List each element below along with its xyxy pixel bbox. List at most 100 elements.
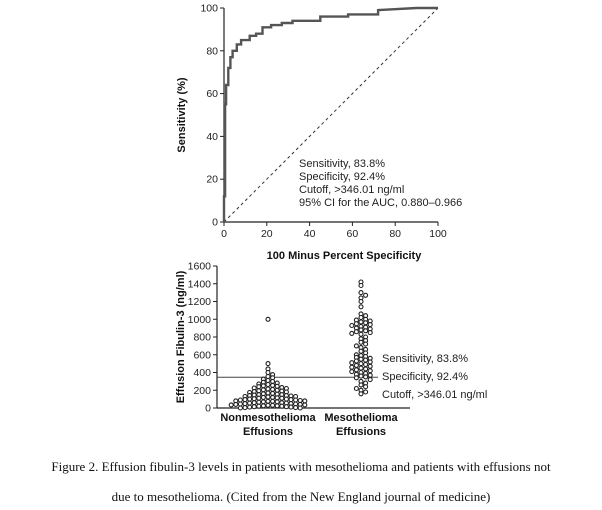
dot-y-tick-label: 1000	[188, 314, 212, 326]
roc-y-tick-label: 100	[200, 3, 218, 15]
dot-y-tick-label: 1200	[188, 296, 212, 308]
nonmesothelioma-point	[283, 396, 289, 402]
nonmesothelioma-point	[265, 316, 271, 322]
nonmesothelioma-point	[256, 384, 262, 390]
nonmesothelioma-point	[270, 390, 276, 396]
nonmesothelioma-point	[260, 383, 266, 389]
nonmesothelioma-point	[242, 397, 248, 403]
mesothelioma-point	[358, 327, 364, 333]
roc-y-ticks: 0 20 40 60 80 100	[200, 3, 224, 229]
roc-x-tick-label: 0	[221, 228, 227, 240]
dot-points	[228, 279, 373, 411]
dot-y-tick-label: 800	[193, 332, 211, 344]
nonmesothelioma-point	[279, 395, 285, 401]
mesothelioma-point	[353, 358, 359, 364]
mesothelioma-point	[367, 330, 373, 336]
roc-y-axis-title: Sensitivity (%)	[176, 77, 188, 153]
mesothelioma-point	[358, 331, 364, 337]
dot-y-tick-label: 0	[205, 403, 211, 415]
mesothelioma-point	[358, 282, 364, 289]
mesothelioma-point	[367, 359, 373, 365]
nonmesothelioma-point	[288, 404, 294, 410]
nonmesothelioma-point	[274, 395, 280, 401]
roc-x-ticks: 0 20 40 60 80 100	[221, 222, 447, 240]
mesothelioma-point	[363, 328, 369, 334]
mesothelioma-point	[363, 357, 369, 363]
mesothelioma-point	[363, 389, 369, 395]
mesothelioma-point	[349, 322, 355, 329]
dot-annotation-cutoff: Cutoff, >346.01 ng/ml	[382, 389, 487, 401]
nonmesothelioma-point	[265, 390, 271, 396]
mesothelioma-point	[363, 374, 369, 380]
nonmesothelioma-point	[293, 405, 299, 411]
nonmesothelioma-point	[274, 403, 280, 409]
dot-y-tick-label: 1600	[188, 261, 212, 273]
nonmesothelioma-point	[302, 398, 308, 404]
reference-diagonal-line	[223, 7, 439, 223]
dot-y-tick-label: 200	[193, 385, 211, 397]
nonmesothelioma-point	[242, 405, 248, 411]
nonmesothelioma-point	[265, 369, 271, 376]
nonmesothelioma-point	[270, 378, 276, 384]
dot-y-tick-label: 400	[193, 367, 211, 379]
dot-y-axis-title: Effusion Fibulin-3 (ng/ml)	[175, 270, 187, 403]
nonmesothelioma-point	[260, 394, 266, 400]
category-label-meso-line1: Mesothelioma	[324, 412, 398, 424]
fibulin-dot-plot: 0 200 400 600 800 1000 1200 1400 1600 Effusion F…	[175, 261, 487, 439]
nonmesothelioma-point	[297, 405, 303, 411]
dot-annotation-sensitivity: Sensitivity, 83.8%	[382, 353, 468, 365]
mesothelioma-point	[363, 320, 369, 326]
dot-y-ticks: 0 200 400 600 800 1000 1200 1400 1600	[188, 261, 217, 415]
nonmesothelioma-point	[265, 373, 271, 380]
roc-annotation-sensitivity: Sensitivity, 83.8%	[299, 158, 385, 170]
mesothelioma-point	[358, 304, 364, 310]
nonmesothelioma-point	[274, 383, 280, 389]
mesothelioma-point	[353, 343, 359, 349]
mesothelioma-point	[353, 367, 359, 373]
mesothelioma-point	[353, 329, 359, 335]
nonmesothelioma-point	[283, 404, 289, 410]
roc-x-tick-label: 40	[304, 228, 316, 240]
roc-chart: 0 20 40 60 80 100 0 20 40 60 80 100 100 Minus Perc…	[176, 3, 462, 263]
roc-annotation-specificity: Specificity, 92.4%	[299, 171, 385, 183]
dot-y-tick-label: 600	[193, 349, 211, 361]
nonmesothelioma-point	[260, 403, 266, 409]
mesothelioma-point	[358, 339, 364, 345]
nonmesothelioma-point	[247, 396, 253, 402]
mesothelioma-point	[358, 314, 364, 321]
mesothelioma-point	[358, 365, 364, 371]
mesothelioma-point	[363, 292, 369, 298]
nonmesothelioma-point	[237, 405, 243, 411]
dot-y-tick-label: 1400	[188, 278, 212, 290]
nonmesothelioma-point	[270, 386, 276, 392]
dot-annotation-specificity: Specificity, 92.4%	[382, 371, 468, 383]
nonmesothelioma-point	[256, 388, 262, 394]
nonmesothelioma-point	[265, 398, 271, 404]
mesothelioma-point	[358, 391, 364, 397]
mesothelioma-point	[367, 368, 373, 374]
mesothelioma-point	[358, 373, 364, 379]
mesothelioma-point	[349, 360, 355, 366]
nonmesothelioma-point	[237, 397, 243, 403]
mesothelioma-point	[367, 377, 373, 383]
roc-y-tick-label: 20	[206, 174, 218, 186]
nonmesothelioma-point	[256, 395, 262, 401]
category-label-nonmeso-line2: Effusions	[243, 426, 293, 438]
roc-y-tick-label: 60	[206, 88, 218, 100]
nonmesothelioma-point	[251, 396, 257, 402]
nonmesothelioma-point	[228, 402, 234, 408]
mesothelioma-point	[363, 384, 369, 390]
mesothelioma-point	[349, 330, 355, 336]
nonmesothelioma-point	[256, 403, 262, 409]
roc-x-tick-label: 100	[429, 228, 447, 240]
nonmesothelioma-point	[270, 402, 276, 408]
nonmesothelioma-point	[233, 401, 239, 407]
roc-x-axis-title: 100 Minus Percent Specificity	[267, 250, 423, 262]
nonmesothelioma-point	[288, 397, 294, 403]
mesothelioma-point	[353, 385, 359, 392]
nonmesothelioma-point	[279, 403, 285, 409]
nonmesothelioma-point	[247, 404, 253, 410]
roc-y-tick-label: 0	[212, 217, 218, 229]
mesothelioma-point	[367, 363, 373, 369]
mesothelioma-point	[353, 321, 359, 327]
